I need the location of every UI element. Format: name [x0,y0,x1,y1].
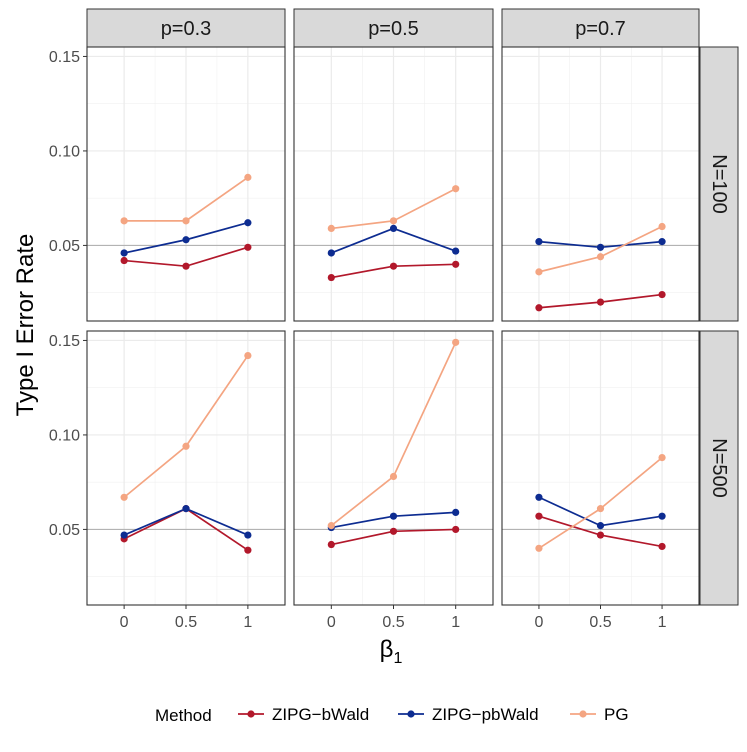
legend: Method ZIPG−bWald ZIPG−pbWald PG [155,705,629,725]
data-point-zipg-pbwald-n-100-p-0-3 [244,219,252,227]
x-tick-label: 0 [327,614,336,631]
x-axis-title-symbol: β [380,636,394,663]
data-point-zipg-bwald-n-500-p-0-7 [658,542,666,551]
legend-key-point-zipg-pbwald [407,710,415,718]
data-point-pg-n-500-p-0-7 [596,505,605,513]
data-point-zipg-bwald-n-100-p-0-5 [389,262,398,270]
y-tick-label: 0.05 [49,238,80,255]
x-tick-label: 0 [534,614,543,631]
panel-border-n-100-p-0-5 [293,46,494,322]
column-strip-3 [501,8,700,48]
legend-label-pg: PG [604,705,629,724]
data-point-zipg-pbwald-n-100-p-0-5 [389,224,398,233]
data-point-pg-n-500-p-0-7 [535,544,543,552]
column-strip-label-p-0-5: p=0.5 [368,18,419,40]
data-point-pg-n-500-p-0-5 [327,522,335,530]
x-tick-label: 1 [451,614,460,631]
y-tick-label: 0.15 [49,49,80,66]
data-point-zipg-pbwald-n-500-p-0-5 [389,512,398,520]
row-strip-label-n-100: N=100 [708,154,730,214]
x-tick-label: 0 [120,614,129,631]
panels-layer: p=0.3 p=0.5 p=0.7 N=100 N=500 0.05 0.10 0.15 0.0… [49,8,739,631]
y-tick-label: 0.10 [49,143,80,160]
legend-label-zipg-bwald: ZIPG−bWald [272,705,369,724]
data-point-zipg-pbwald-n-500-p-0-3 [120,531,128,539]
y-axis-title: Type I Error Rate [12,234,39,417]
row-strip-1 [699,46,739,322]
data-point-pg-n-100-p-0-7 [596,253,605,261]
data-point-zipg-pbwald-n-100-p-0-3 [182,236,190,244]
data-point-zipg-pbwald-n-100-p-0-7 [596,243,605,251]
y-tick-label: 0.10 [49,427,80,444]
x-tick-label: 1 [243,614,252,631]
data-point-zipg-bwald-n-500-p-0-7 [535,512,543,520]
data-point-zipg-bwald-n-100-p-0-7 [658,290,666,299]
data-point-pg-n-100-p-0-7 [658,222,666,231]
data-point-pg-n-100-p-0-7 [535,268,543,276]
data-point-pg-n-500-p-0-3 [244,351,252,360]
data-point-zipg-pbwald-n-500-p-0-7 [658,512,666,520]
y-tick-label: 0.15 [49,333,80,350]
column-strip-2 [293,8,494,48]
data-point-zipg-pbwald-n-100-p-0-5 [452,247,460,255]
data-point-zipg-bwald-n-100-p-0-7 [596,298,605,306]
legend-key-point-pg [579,710,587,718]
data-point-zipg-pbwald-n-100-p-0-7 [658,238,666,246]
data-point-zipg-bwald-n-100-p-0-5 [452,260,460,268]
data-point-zipg-bwald-n-500-p-0-5 [452,525,460,534]
x-tick-label: 0.5 [175,614,197,631]
data-point-pg-n-500-p-0-5 [389,472,398,481]
data-point-zipg-pbwald-n-500-p-0-5 [452,508,460,517]
data-point-zipg-bwald-n-100-p-0-3 [244,243,252,251]
data-point-zipg-bwald-n-100-p-0-3 [182,262,190,270]
data-point-pg-n-500-p-0-3 [182,442,190,450]
column-strip-label-p-0-3: p=0.3 [161,18,212,40]
data-point-zipg-bwald-n-500-p-0-5 [389,527,398,535]
data-point-zipg-pbwald-n-100-p-0-3 [120,249,128,257]
legend-title: Method [155,706,212,725]
row-strip-2 [699,330,739,606]
data-point-zipg-bwald-n-500-p-0-5 [327,540,335,549]
x-tick-label: 0.5 [382,614,404,631]
data-point-pg-n-100-p-0-3 [244,173,252,181]
legend-key-point-zipg-bwald [247,710,255,718]
column-strip-label-p-0-7: p=0.7 [575,18,626,40]
data-point-zipg-pbwald-n-500-p-0-3 [244,531,252,539]
data-point-zipg-pbwald-n-500-p-0-7 [596,522,605,530]
row-strip-label-n-500: N=500 [708,438,730,498]
data-point-zipg-bwald-n-100-p-0-3 [120,256,128,265]
data-point-pg-n-500-p-0-5 [452,338,460,346]
data-point-zipg-pbwald-n-500-p-0-3 [182,505,190,513]
data-point-pg-n-100-p-0-5 [327,224,335,233]
data-point-pg-n-500-p-0-3 [120,493,128,501]
data-point-zipg-bwald-n-500-p-0-3 [244,546,252,554]
data-point-pg-n-100-p-0-3 [182,217,190,225]
svg-text:β1: β1 [380,636,403,667]
data-point-pg-n-100-p-0-5 [389,217,398,225]
data-point-zipg-pbwald-n-100-p-0-7 [535,238,543,246]
data-point-pg-n-500-p-0-7 [658,454,666,462]
x-tick-label: 1 [658,614,667,631]
panel-border-n-100-p-0-7 [501,46,700,322]
data-point-zipg-bwald-n-100-p-0-5 [327,273,335,282]
x-axis-title-subscript: 1 [393,650,402,667]
data-point-zipg-pbwald-n-500-p-0-7 [535,493,543,501]
data-point-zipg-bwald-n-500-p-0-7 [596,531,605,539]
data-point-pg-n-100-p-0-5 [452,185,460,193]
data-point-zipg-bwald-n-100-p-0-7 [535,304,543,312]
panel-border-n-100-p-0-3 [86,46,286,322]
x-tick-label: 0.5 [589,614,611,631]
y-tick-label: 0.05 [49,522,80,539]
column-strip-1 [86,8,286,48]
legend-label-zipg-pbwald: ZIPG−pbWald [432,705,539,724]
data-point-zipg-pbwald-n-100-p-0-5 [327,249,335,257]
data-point-pg-n-100-p-0-3 [120,217,128,225]
x-axis-title: β1 [380,636,403,667]
